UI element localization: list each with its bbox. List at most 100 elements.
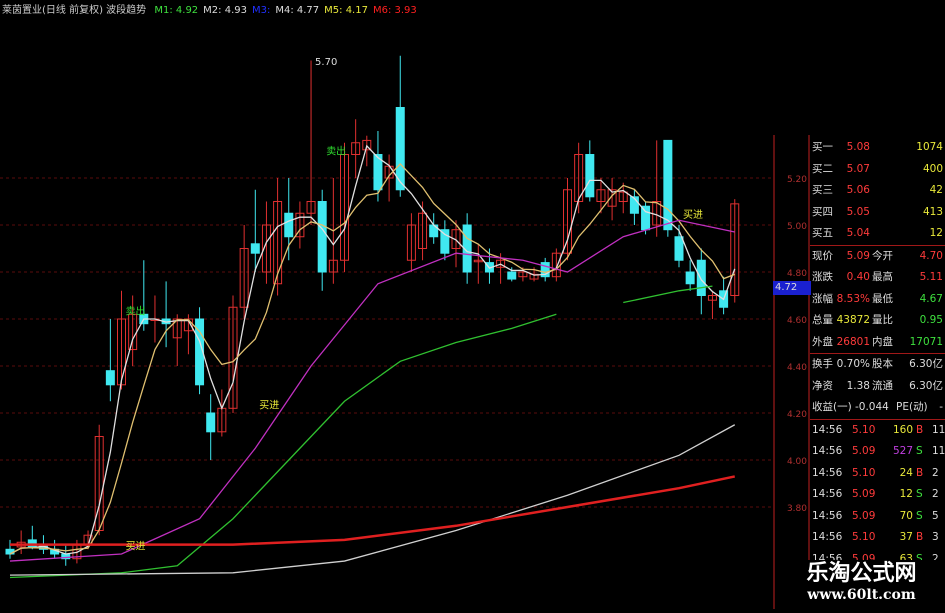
trade-volume: 70	[900, 506, 913, 528]
bid-row: 买三 5.06 42	[810, 180, 945, 202]
trade-volume: 12	[900, 484, 913, 506]
bid-row: 买五 5.04 12	[810, 223, 945, 245]
y-tick-label: 4.20	[787, 410, 807, 420]
bid-price: 5.08	[847, 137, 870, 159]
ma-label: M2: 4.93	[203, 5, 247, 16]
fund-label: 换手	[812, 354, 833, 376]
trade-side: S	[916, 484, 923, 506]
chart-annotation: 卖出	[326, 145, 346, 158]
y-tick-label: 4.40	[787, 363, 807, 373]
candle-body	[207, 413, 215, 432]
fund-value: 0.70%	[837, 354, 870, 376]
quote-value: 17071	[910, 332, 943, 354]
chart-annotation: 买进	[126, 540, 146, 552]
chart-annotation: 买进	[683, 209, 703, 221]
trade-time: 14:56	[812, 420, 842, 442]
trade-count: 5	[932, 506, 939, 528]
watermark-url: www.60lt.com	[778, 586, 945, 604]
bid-volume: 413	[923, 202, 943, 224]
bid-label: 买四	[812, 202, 833, 224]
candle-body	[441, 230, 449, 254]
quote-value: 8.53%	[837, 289, 870, 311]
bid-price: 5.07	[847, 159, 870, 181]
trade-time: 14:56	[812, 506, 842, 528]
quote-label: 现价	[812, 246, 833, 268]
fund-label: 股本	[872, 354, 893, 376]
current-price-marker: 4.72	[773, 281, 811, 295]
y-tick-label: 4.60	[787, 316, 807, 326]
ma-label: M1: 4.92	[154, 5, 198, 16]
watermark-name: 乐淘公式网	[778, 560, 945, 586]
candle-body	[586, 155, 594, 197]
ma-line	[10, 476, 735, 544]
trade-count: 11	[932, 441, 945, 463]
fund-value: -0.044	[855, 397, 889, 419]
trade-side: B	[916, 420, 923, 442]
quote-value: 5.11	[920, 267, 943, 289]
bid-volume: 1074	[916, 137, 943, 159]
trade-side: B	[916, 527, 923, 549]
quote-value: 26801	[837, 332, 870, 354]
trade-price: 5.10	[852, 527, 875, 549]
trade-volume: 160	[893, 420, 913, 442]
quote-value: 4.67	[920, 289, 943, 311]
bid-label: 买三	[812, 180, 833, 202]
candle-body	[664, 140, 672, 229]
bid-price: 5.05	[847, 202, 870, 224]
trade-price: 5.09	[852, 441, 875, 463]
candle-body	[106, 371, 114, 385]
trade-time: 14:56	[812, 463, 842, 485]
fund-label: 流通	[872, 376, 893, 398]
trade-count: 2	[932, 463, 939, 485]
bid-label: 买一	[812, 137, 833, 159]
candle-body	[675, 237, 683, 261]
trade-count: 2	[932, 484, 939, 506]
quote-label: 内盘	[872, 332, 893, 354]
quote-label: 量比	[872, 310, 893, 332]
quote-value: 0.40	[847, 267, 870, 289]
quote-label: 今开	[872, 246, 893, 268]
fund-value: 6.30亿	[909, 376, 943, 398]
chart-annotation: 5.70	[315, 57, 337, 68]
ma-line	[10, 164, 735, 554]
quote-value: 4.70	[920, 246, 943, 268]
trade-price: 5.10	[852, 463, 875, 485]
bid-volume: 42	[930, 180, 943, 202]
candle-body	[697, 260, 705, 295]
fund-label: 收益(一)	[812, 397, 852, 419]
quote-label: 涨幅	[812, 289, 833, 311]
bid-volume: 12	[930, 223, 943, 245]
bid-label: 买五	[812, 223, 833, 245]
fund-label: 净资	[812, 376, 833, 398]
candle-body	[686, 272, 694, 284]
watermark: 乐淘公式网 www.60lt.com	[778, 560, 945, 609]
quote-value: 0.95	[920, 310, 943, 332]
candle-body	[508, 272, 516, 279]
trade-side: S	[916, 441, 923, 463]
bid-row: 买四 5.05 413	[810, 202, 945, 224]
fund-value: 1.38	[847, 376, 870, 398]
trade-volume: 527	[893, 441, 913, 463]
quote-label: 涨跌	[812, 267, 833, 289]
trade-volume: 24	[900, 463, 913, 485]
trade-price: 5.10	[852, 420, 875, 442]
bid-price: 5.04	[847, 223, 870, 245]
candle-body	[642, 206, 650, 230]
bid-price: 5.06	[847, 180, 870, 202]
ma-label: M4: 4.77	[275, 5, 319, 16]
trade-count: 11	[932, 420, 945, 442]
trade-price: 5.09	[852, 506, 875, 528]
quote-label: 外盘	[812, 332, 833, 354]
